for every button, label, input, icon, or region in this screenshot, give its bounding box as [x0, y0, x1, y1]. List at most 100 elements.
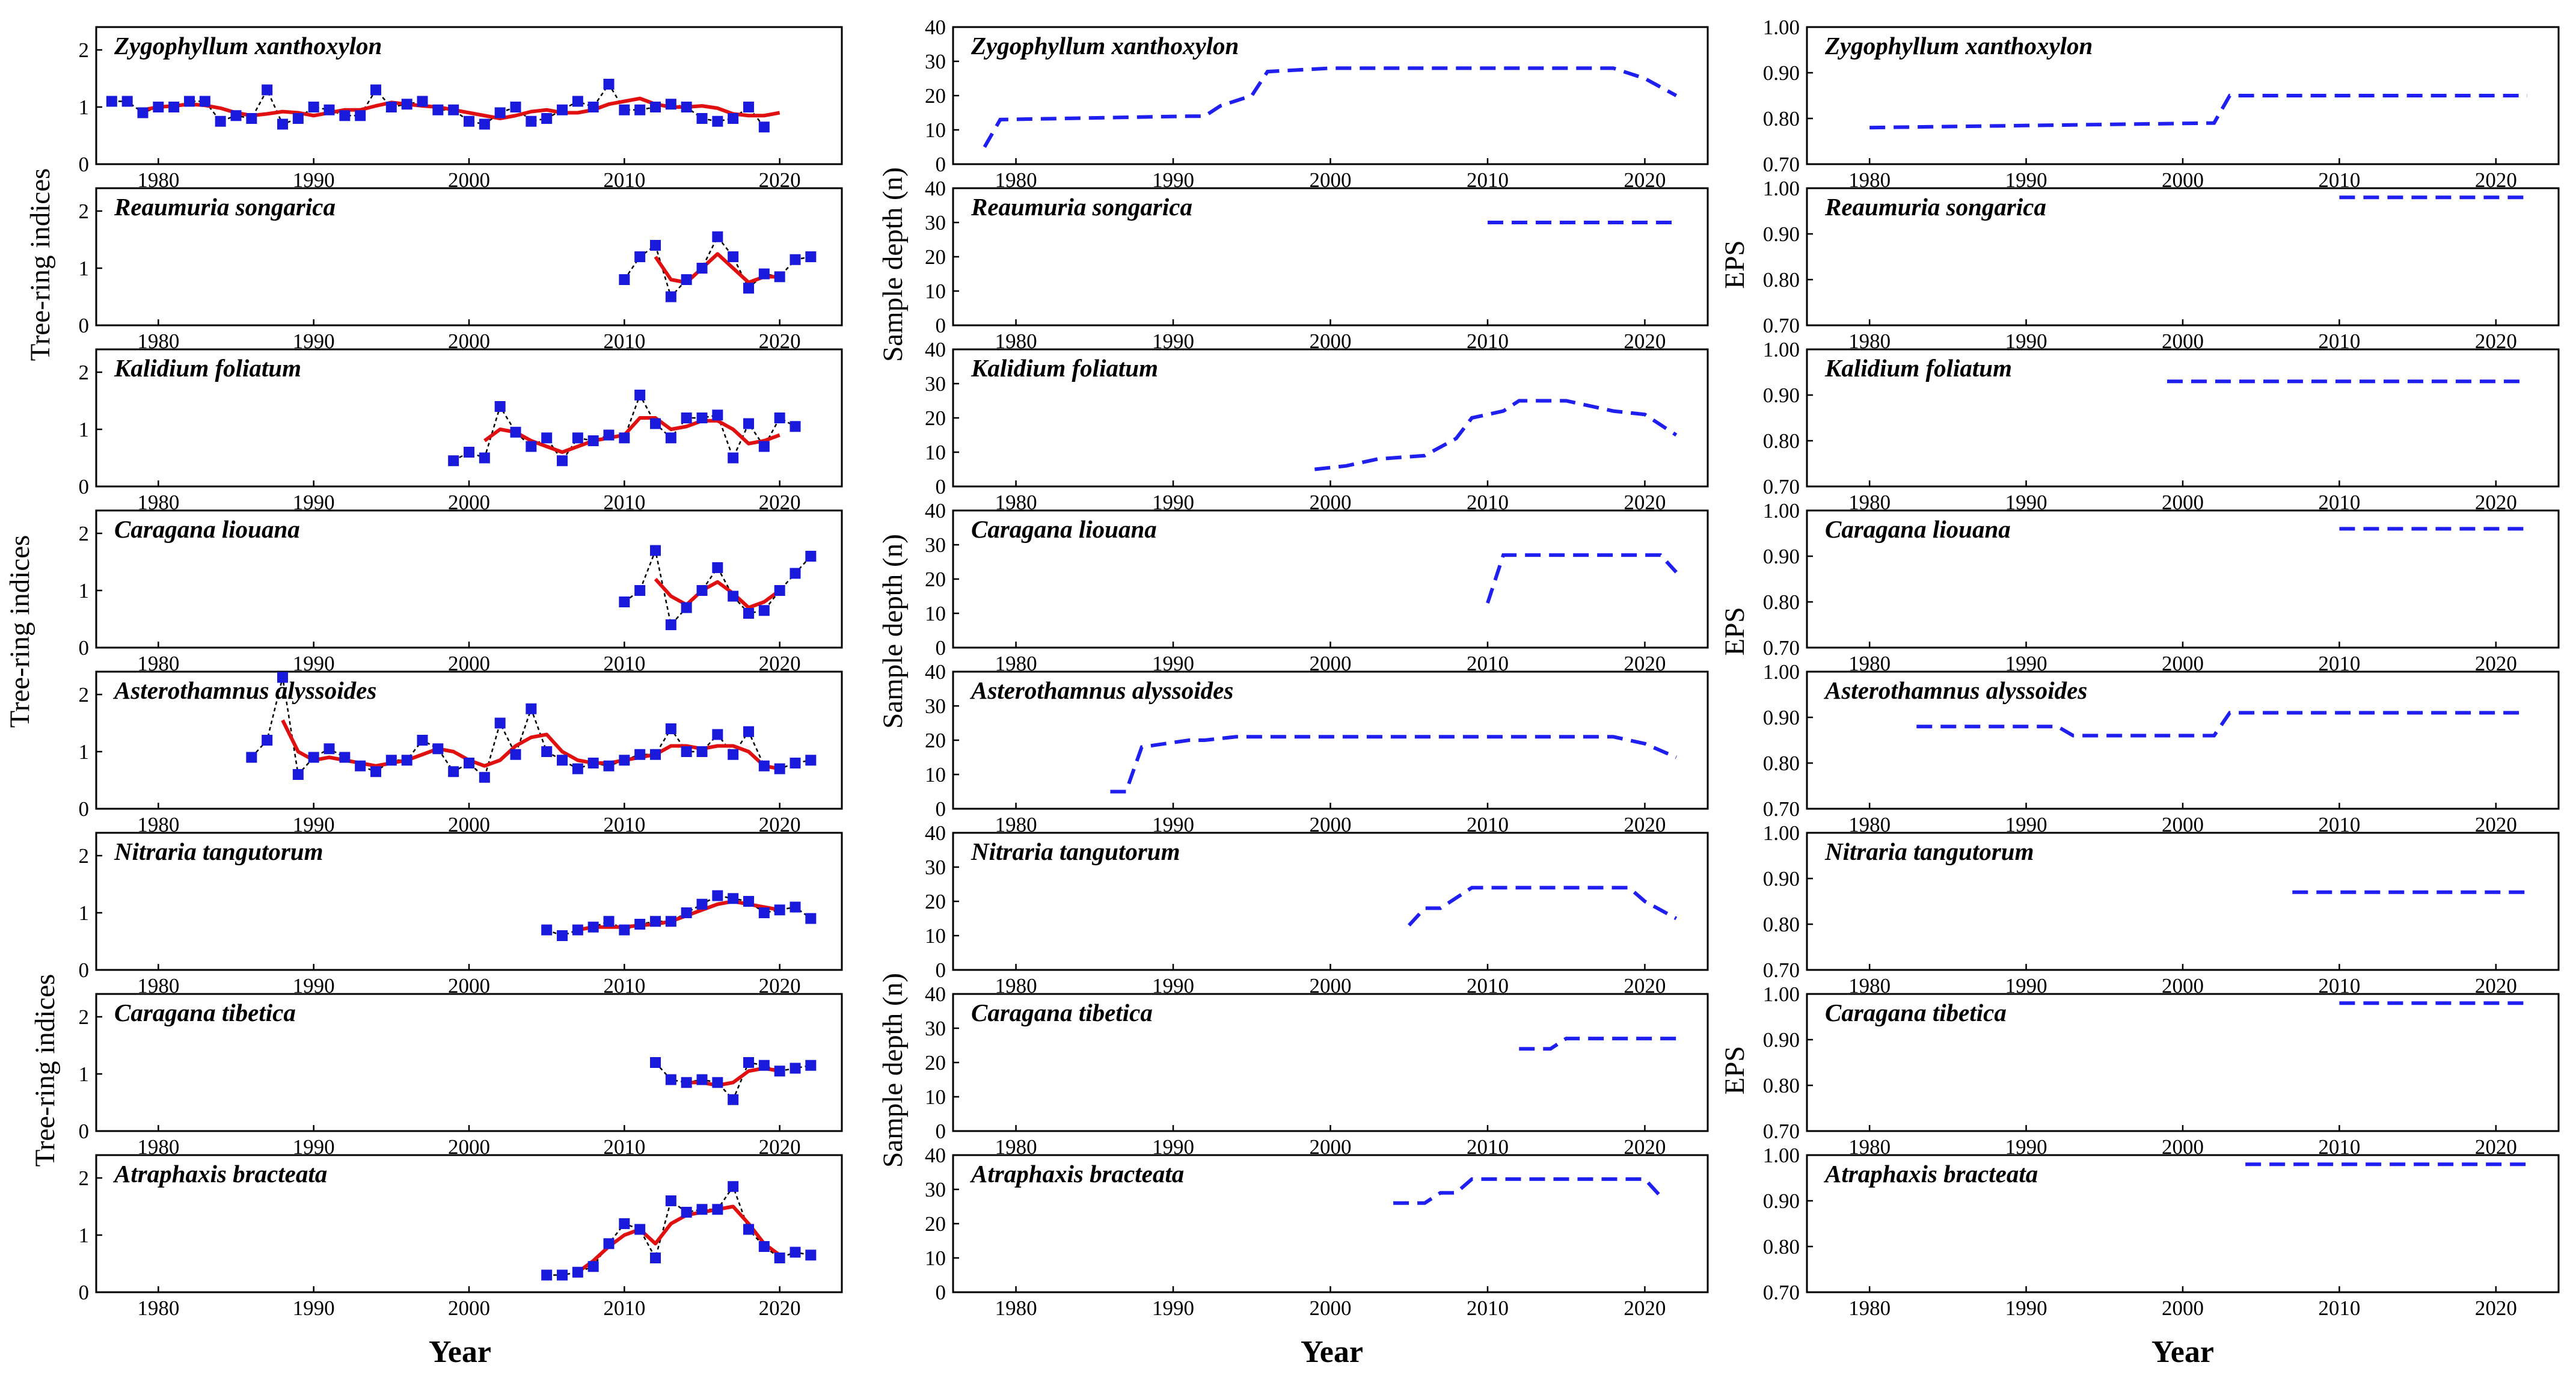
index-point	[464, 115, 474, 127]
index-point	[728, 113, 739, 124]
panel-title: Caragana tibetica	[971, 999, 1153, 1026]
index-point	[650, 916, 661, 927]
y-tick-label: 0.90	[1763, 545, 1800, 568]
index-point	[805, 755, 817, 766]
index-point	[712, 115, 723, 127]
index-point	[246, 113, 257, 124]
index-point	[401, 99, 412, 110]
y-tick-label: 0.90	[1763, 867, 1800, 891]
index-point	[665, 619, 676, 630]
index-connector-line	[547, 1185, 811, 1276]
panel-title: Zygophyllum xanthoxylon	[1824, 32, 2093, 60]
y-tick-label: 30	[925, 1178, 946, 1201]
y-tick-label: 0.90	[1763, 706, 1800, 729]
y-tick-label: 2	[79, 200, 90, 223]
index-point	[106, 96, 117, 107]
x-tick-label: 1990	[1152, 1296, 1194, 1320]
index-point	[790, 568, 801, 579]
index-point	[650, 545, 661, 556]
index-point	[728, 893, 739, 904]
x-tick-label: 2020	[1624, 1296, 1666, 1320]
index-point	[743, 1057, 754, 1068]
index-point	[277, 672, 288, 683]
index-point	[619, 924, 630, 936]
y-tick-label: 20	[925, 568, 946, 591]
index-point	[712, 562, 723, 573]
index-point	[246, 752, 257, 763]
index-point	[696, 746, 708, 757]
panel-atraphaxis-bracteata-depth: 1980 1990 2000 2010 2020 0 10 20 30 40 Atraphaxis …	[925, 1144, 1709, 1320]
x-tick-label: 2000	[448, 1296, 490, 1320]
y-tick-label: 1.00	[1763, 1144, 1800, 1167]
index-point	[526, 115, 537, 127]
panel-title: Nitraria tangutorum	[1824, 838, 2034, 865]
x-label-col2: Year	[1301, 1335, 1363, 1369]
index-point	[494, 717, 506, 729]
y-tick-label: 0.80	[1763, 429, 1800, 453]
y-tick-label: 0.70	[1763, 797, 1800, 821]
y-tick-label: 10	[925, 118, 946, 142]
x-tick-label: 1980	[1848, 1296, 1891, 1320]
panel-caragana-liouana-eps: 1980 1990 2000 2010 20200.700.800.901.00Cara…	[1763, 499, 2560, 675]
index-point	[199, 96, 210, 107]
x-tick-label: 1990	[293, 1296, 335, 1320]
y-label-depth-bottom: Sample depth (n)	[877, 973, 909, 1168]
index-point	[665, 723, 676, 734]
index-point	[526, 703, 537, 714]
index-point	[479, 118, 490, 130]
index-point	[619, 1218, 630, 1229]
index-point	[479, 771, 490, 783]
index-point	[758, 907, 770, 918]
y-tick-label: 2	[79, 1167, 90, 1190]
index-point	[681, 412, 692, 423]
index-point	[541, 746, 553, 757]
y-tick-label: 30	[925, 856, 946, 879]
y-tick-label: 0	[79, 314, 90, 337]
index-point	[603, 79, 615, 90]
index-point	[774, 1253, 785, 1263]
panel-zygophyllum-xanthoxylon-depth: 1980 1990 2000 2010 2020010203040Zygophyllum…	[925, 16, 1709, 192]
index-point	[339, 752, 351, 763]
index-point	[712, 409, 723, 421]
y-tick-label: 0.70	[1763, 1120, 1800, 1143]
index-point	[696, 585, 708, 596]
index-point	[696, 898, 708, 910]
index-point	[370, 766, 381, 777]
index-point	[634, 749, 646, 760]
index-point	[557, 104, 568, 115]
y-tick-label: 10	[925, 441, 946, 464]
y-tick-label: 20	[925, 1212, 946, 1236]
y-tick-label: 10	[925, 1247, 946, 1270]
x-tick-label: 1980	[137, 1296, 179, 1320]
panel-title: Kalidium foliatum	[1824, 354, 2012, 382]
y-tick-label: 2	[79, 38, 90, 62]
panel-title: Atraphaxis bracteata	[112, 1160, 327, 1188]
index-point	[681, 102, 692, 112]
y-tick-label: 40	[925, 660, 946, 684]
index-point	[696, 1204, 708, 1215]
smoothed-curve	[654, 577, 781, 610]
index-point	[557, 455, 568, 467]
index-point	[774, 271, 785, 283]
index-point	[292, 113, 304, 124]
index-point	[230, 110, 242, 121]
index-point	[650, 102, 661, 112]
y-tick-label: 40	[925, 338, 946, 361]
y-tick-label: 1.00	[1763, 660, 1800, 684]
y-tick-label: 0	[936, 1120, 946, 1143]
index-point	[665, 99, 676, 110]
y-tick-label: 30	[925, 372, 946, 396]
y-tick-label: 40	[925, 177, 946, 200]
y-label-eps-top: EPS	[1719, 241, 1750, 289]
y-tick-label: 1.00	[1763, 338, 1800, 361]
index-point	[494, 107, 506, 118]
sample-depth-line	[983, 66, 1678, 148]
index-point	[355, 110, 366, 121]
y-tick-label: 1.00	[1763, 16, 1800, 39]
index-point	[262, 84, 273, 96]
y-tick-label: 30	[925, 533, 946, 557]
